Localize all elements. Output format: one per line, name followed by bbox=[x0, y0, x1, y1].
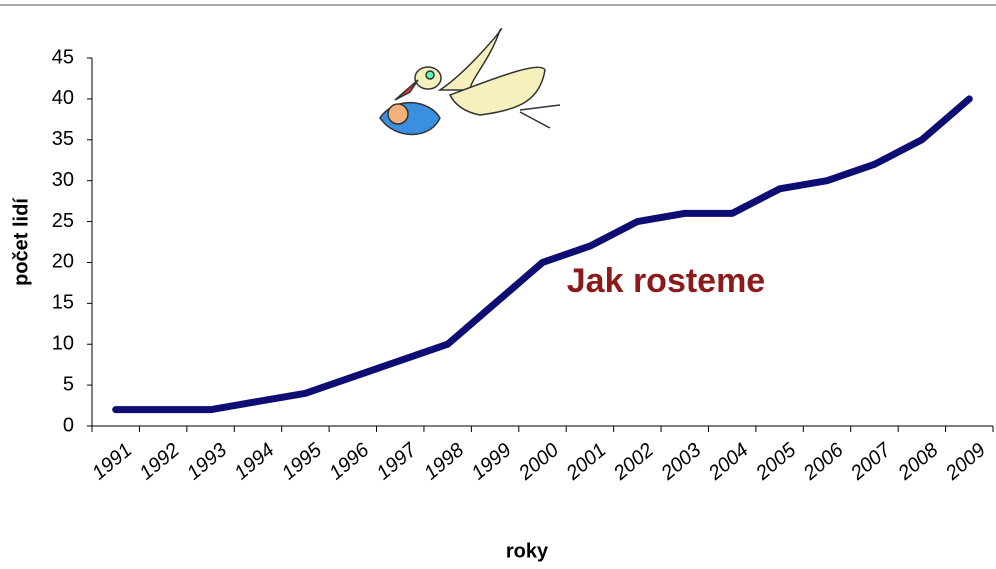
x-tick-label: 1994 bbox=[230, 439, 278, 484]
y-tick-label: 20 bbox=[52, 251, 74, 273]
y-tick-label: 30 bbox=[52, 169, 74, 191]
chart-title: Jak rosteme bbox=[567, 262, 765, 300]
x-tick-label: 1998 bbox=[420, 439, 468, 484]
x-tick-label: 2004 bbox=[704, 439, 753, 485]
x-tick-label: 1999 bbox=[467, 439, 515, 484]
y-tick-label: 45 bbox=[52, 46, 74, 68]
x-tick-label: 1993 bbox=[183, 439, 231, 484]
x-tick-label: 2001 bbox=[562, 439, 611, 485]
stork-illustration bbox=[380, 29, 560, 135]
y-tick-label: 35 bbox=[52, 128, 74, 150]
x-tick-label: 2005 bbox=[751, 438, 801, 485]
x-tick-label: 2009 bbox=[941, 439, 990, 485]
x-tick-label: 1992 bbox=[136, 439, 184, 484]
x-axis-title: roky bbox=[506, 540, 549, 562]
y-tick-label: 10 bbox=[52, 333, 74, 355]
y-tick-label: 5 bbox=[63, 373, 74, 395]
y-tick-label: 25 bbox=[52, 210, 74, 232]
y-tick-label: 15 bbox=[52, 292, 74, 314]
y-tick-label: 0 bbox=[63, 414, 74, 436]
x-tick-label: 1991 bbox=[88, 439, 136, 484]
x-tick-label: 1997 bbox=[373, 438, 422, 484]
chart: Jak rosteme roky počet lidí 0 5 10 15 20 25 30… bbox=[0, 0, 996, 569]
y-tick-label: 40 bbox=[52, 87, 74, 109]
x-tick-label: 2008 bbox=[893, 439, 942, 485]
x-tick-label: 2002 bbox=[609, 439, 658, 485]
data-line bbox=[116, 99, 970, 410]
x-tick-label: 2006 bbox=[799, 438, 849, 485]
x-tick-label: 1996 bbox=[325, 438, 374, 484]
x-tick-label: 2007 bbox=[846, 438, 896, 485]
y-axis-title: počet lidí bbox=[10, 197, 32, 286]
x-tick-label: 1995 bbox=[278, 438, 327, 484]
x-tick-label: 2000 bbox=[514, 439, 563, 485]
x-tick-label: 2003 bbox=[656, 439, 705, 485]
